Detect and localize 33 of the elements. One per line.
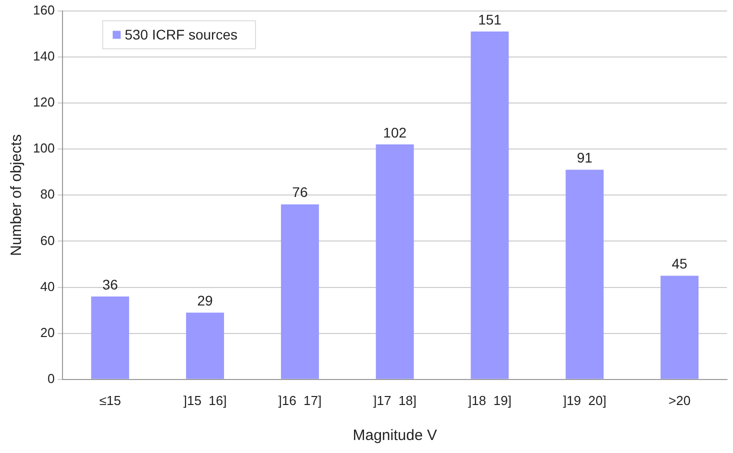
y-tick-label: 60 [40,232,55,248]
y-tick-label: 0 [47,370,55,386]
x-tick-label: ≤15 [99,392,121,408]
data-label: 36 [102,276,118,292]
bar [566,170,604,379]
bar [91,296,130,379]
x-tick-label: ]18 19] [468,392,512,408]
x-tick-label: ]17 18] [373,392,417,408]
y-tick-label: 100 [32,140,55,156]
x-axis-title: Magnitude V [352,427,437,444]
bar [660,276,699,379]
data-label: 91 [576,150,593,166]
data-label: 76 [292,184,308,200]
x-tick-label: ]16 17] [278,392,322,408]
legend-label: 530 ICRF sources [124,26,238,43]
x-tick-label: ]15 16] [183,392,227,408]
data-label: 151 [478,11,502,28]
x-tick-label: >20 [668,392,691,408]
y-tick-label: 120 [32,94,55,110]
bar [280,204,319,379]
bar [376,144,414,379]
data-label: 102 [383,124,407,140]
data-label: 45 [672,256,688,272]
x-tick-label: ]19 20] [562,392,606,408]
y-tick-label: 40 [40,278,55,294]
y-tick-label: 140 [32,48,55,64]
y-axis-title: Number of objects [8,134,26,256]
bar [186,312,224,379]
y-tick-label: 20 [40,324,55,340]
y-tick-label: 80 [40,186,55,202]
y-tick-label: 160 [32,2,55,18]
data-label: 29 [197,292,214,308]
bar [470,32,509,379]
